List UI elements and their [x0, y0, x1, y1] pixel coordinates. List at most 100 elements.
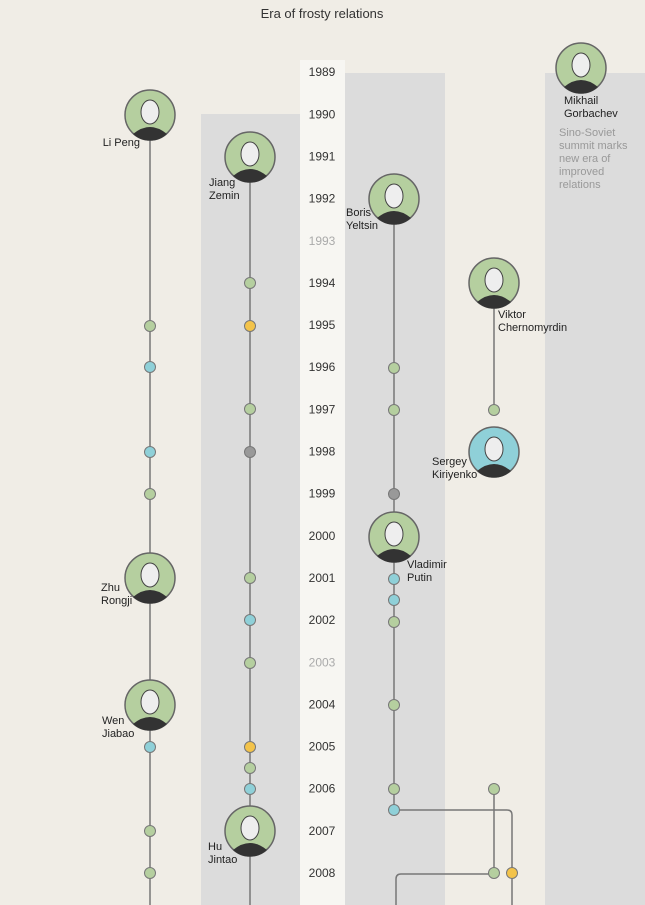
- year-label: 2003: [309, 655, 336, 669]
- portrait-face: [484, 436, 504, 462]
- leader-name: Jiang: [209, 177, 235, 189]
- year-label: 1997: [309, 402, 336, 416]
- portrait-face: [140, 562, 160, 588]
- event-dot: [144, 320, 156, 332]
- event-dot: [144, 361, 156, 373]
- event-dot: [388, 573, 400, 585]
- portrait-face: [571, 52, 591, 78]
- year-label: 2002: [309, 613, 336, 627]
- portrait-body: [233, 843, 267, 857]
- leader-name: Jintao: [208, 854, 237, 866]
- leader-name: Mikhail: [564, 95, 598, 107]
- title: Era of frosty relations: [261, 6, 384, 21]
- leader-name: Kiriyenko: [432, 469, 477, 481]
- portrait-body: [377, 211, 411, 225]
- event-dot: [244, 762, 256, 774]
- portrait-body: [564, 80, 598, 94]
- event-dot: [388, 804, 400, 816]
- connector: [395, 789, 495, 905]
- year-label: 2000: [309, 529, 336, 543]
- year-label: 1995: [309, 318, 336, 332]
- annotation: relations: [559, 179, 601, 191]
- event-dot: [388, 594, 400, 606]
- year-label: 1992: [309, 192, 336, 206]
- year-label: 1993: [309, 234, 336, 248]
- portrait-body: [477, 295, 511, 309]
- leader-name: Li Peng: [103, 137, 140, 149]
- year-label: 2007: [309, 824, 336, 838]
- leader-name: Jiabao: [102, 728, 134, 740]
- event-dot: [144, 825, 156, 837]
- leader-name: Chernomyrdin: [498, 322, 567, 334]
- leader-name: Rongji: [101, 595, 132, 607]
- portrait-face: [384, 521, 404, 547]
- event-dot: [244, 741, 256, 753]
- event-dot: [244, 403, 256, 415]
- portrait-body: [377, 549, 411, 563]
- annotation: improved: [559, 166, 604, 178]
- leader-name: Zhu: [101, 582, 120, 594]
- event-dot: [388, 783, 400, 795]
- event-dot: [244, 446, 256, 458]
- event-dot: [488, 867, 500, 879]
- leader-name: Sergey: [432, 456, 467, 468]
- year-axis: [300, 60, 345, 905]
- portrait-body: [133, 717, 167, 731]
- event-dot: [506, 867, 518, 879]
- event-dot: [488, 783, 500, 795]
- leader-name: Putin: [407, 572, 432, 584]
- event-dot: [144, 488, 156, 500]
- year-label: 2005: [309, 740, 336, 754]
- portrait-face: [140, 99, 160, 125]
- annotation: summit marks: [559, 140, 628, 152]
- year-label: 2006: [309, 782, 336, 796]
- annotation: new era of: [559, 153, 611, 165]
- event-dot: [244, 614, 256, 626]
- event-dot: [388, 616, 400, 628]
- portrait-face: [384, 183, 404, 209]
- portrait-body: [477, 464, 511, 478]
- leader-name: Hu: [208, 841, 222, 853]
- portrait-face: [484, 267, 504, 293]
- year-label: 1994: [309, 276, 336, 290]
- year-label: 1990: [309, 107, 336, 121]
- event-dot: [144, 867, 156, 879]
- annotation: Sino-Soviet: [559, 127, 615, 139]
- portrait-face: [240, 141, 260, 167]
- event-dot: [244, 277, 256, 289]
- year-label: 1998: [309, 445, 336, 459]
- event-dot: [244, 783, 256, 795]
- event-dot: [388, 404, 400, 416]
- leader-name: Gorbachev: [564, 108, 618, 120]
- event-dot: [144, 741, 156, 753]
- leader-name: Boris: [346, 207, 372, 219]
- year-label: 1989: [309, 65, 336, 79]
- leader-name: Zemin: [209, 190, 240, 202]
- leader-name: Wen: [102, 715, 124, 727]
- portrait-face: [240, 815, 260, 841]
- event-dot: [388, 362, 400, 374]
- event-dot: [388, 488, 400, 500]
- event-dot: [244, 320, 256, 332]
- leader-name: Yeltsin: [346, 220, 378, 232]
- year-label: 1996: [309, 360, 336, 374]
- event-dot: [388, 699, 400, 711]
- event-dot: [144, 446, 156, 458]
- leader-name: Vladimir: [407, 559, 447, 571]
- year-label: 2004: [309, 697, 336, 711]
- portrait-body: [133, 127, 167, 141]
- event-dot: [244, 572, 256, 584]
- portrait-body: [133, 590, 167, 604]
- connector: [393, 199, 513, 905]
- portrait-body: [233, 169, 267, 183]
- event-dot: [244, 657, 256, 669]
- year-label: 1991: [309, 149, 336, 163]
- band: [545, 73, 645, 905]
- year-label: 2008: [309, 866, 336, 880]
- portrait-face: [140, 689, 160, 715]
- leader-name: Viktor: [498, 309, 526, 321]
- event-dot: [488, 404, 500, 416]
- year-label: 2001: [309, 571, 336, 585]
- year-label: 1999: [309, 487, 336, 501]
